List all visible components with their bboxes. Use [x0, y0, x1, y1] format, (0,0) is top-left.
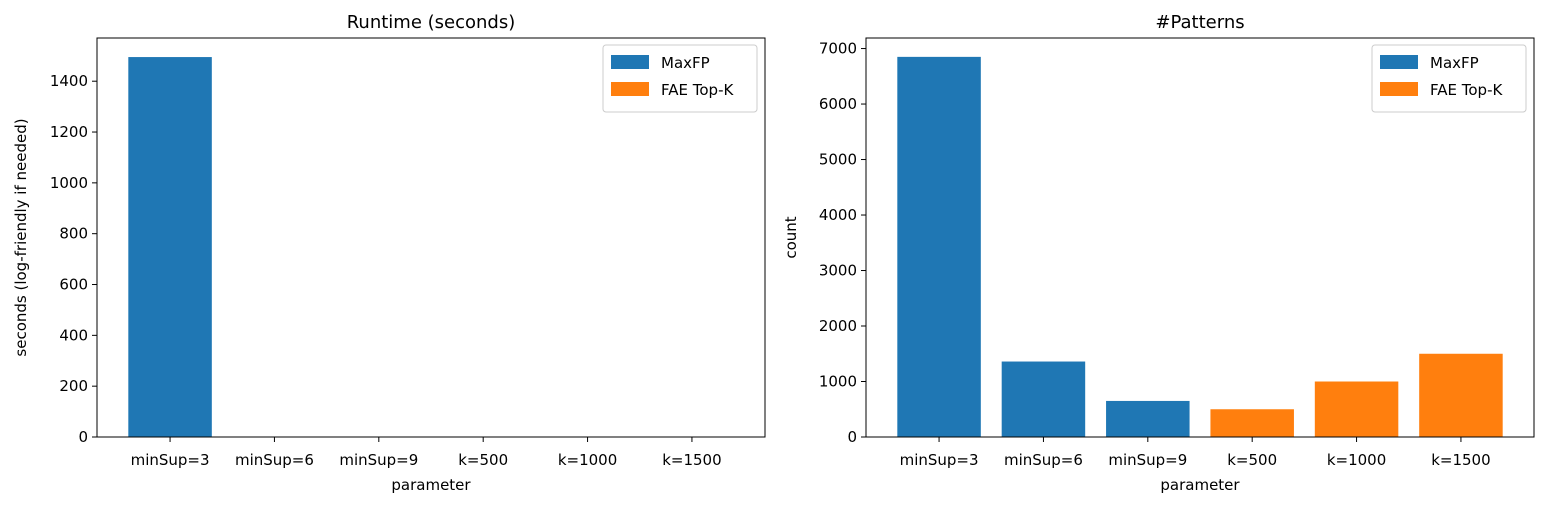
panel-1-y-tick-label: 1400 — [50, 72, 88, 90]
panel-1-legend-label-1: MaxFP — [661, 54, 710, 72]
panel-1-legend-label-2: FAE Top-K — [661, 81, 734, 99]
panel-1-x-tick-label: minSup=3 — [131, 451, 210, 469]
panel-1-x-tick-label: minSup=9 — [339, 451, 418, 469]
panel-1-y-tick-label: 0 — [78, 428, 88, 446]
panel-1-title: Runtime (seconds) — [347, 12, 516, 33]
panel-2-x-tick-label: minSup=6 — [1004, 451, 1083, 469]
panel-1-y-tick-label: 1000 — [50, 174, 88, 192]
panel-2-legend-swatch-1 — [1380, 55, 1418, 69]
panel-2-y-tick-label: 0 — [847, 428, 857, 446]
panel-1-x-axis-label: parameter — [391, 476, 471, 494]
panel-2-bar-k-1500 — [1419, 354, 1503, 437]
panel-2-y-tick-label: 4000 — [819, 206, 857, 224]
panel-2-bar-k-500 — [1210, 409, 1294, 437]
panel-1-x-tick-label: k=500 — [458, 451, 508, 469]
panel-2-bar-minsup-6 — [1002, 362, 1086, 437]
panel-2-legend-swatch-2 — [1380, 82, 1418, 96]
panel-2-x-tick-label: minSup=3 — [900, 451, 979, 469]
panel-2-bar-minsup-3 — [897, 57, 981, 437]
panel-2-y-tick-label: 3000 — [819, 262, 857, 280]
panel-1-y-tick-label: 800 — [59, 225, 88, 243]
panel-1-y-tick-label: 1200 — [50, 123, 88, 141]
panel-1-y-tick-label: 600 — [59, 276, 88, 294]
panel-1-y-tick-label: 400 — [59, 326, 88, 344]
panel-2-legend-label-2: FAE Top-K — [1430, 81, 1503, 99]
panel-2-x-tick-label: k=1000 — [1327, 451, 1386, 469]
panel-2-x-tick-label: minSup=9 — [1108, 451, 1187, 469]
panel-1-legend-swatch-1 — [611, 55, 649, 69]
panel-2-legend-label-1: MaxFP — [1430, 54, 1479, 72]
panel-2-x-axis-label: parameter — [1160, 476, 1240, 494]
panel-1-bar-minsup-3 — [128, 57, 212, 437]
panel-2-bar-minsup-9 — [1106, 401, 1190, 437]
panel-1-x-tick-label: k=1500 — [662, 451, 721, 469]
panel-2-y-tick-label: 6000 — [819, 95, 857, 113]
panel-2-y-tick-label: 1000 — [819, 373, 857, 391]
panel-2-y-tick-label: 5000 — [819, 151, 857, 169]
panel-2-title: #Patterns — [1155, 12, 1244, 33]
panel-2-y-tick-label: 2000 — [819, 317, 857, 335]
panel-2-y-tick-label: 7000 — [819, 40, 857, 58]
panel-2-bar-k-1000 — [1315, 382, 1399, 437]
panel-1-y-tick-label: 200 — [59, 377, 88, 395]
panel-1-x-tick-label: minSup=6 — [235, 451, 314, 469]
panel-1-x-tick-label: k=1000 — [558, 451, 617, 469]
panel-1-y-axis-label: seconds (log-friendly if needed) — [12, 118, 30, 356]
panel-2-x-tick-label: k=1500 — [1431, 451, 1490, 469]
panel-1-legend-swatch-2 — [611, 82, 649, 96]
panel-2-x-tick-label: k=500 — [1227, 451, 1277, 469]
panel-2-y-axis-label: count — [782, 216, 800, 258]
